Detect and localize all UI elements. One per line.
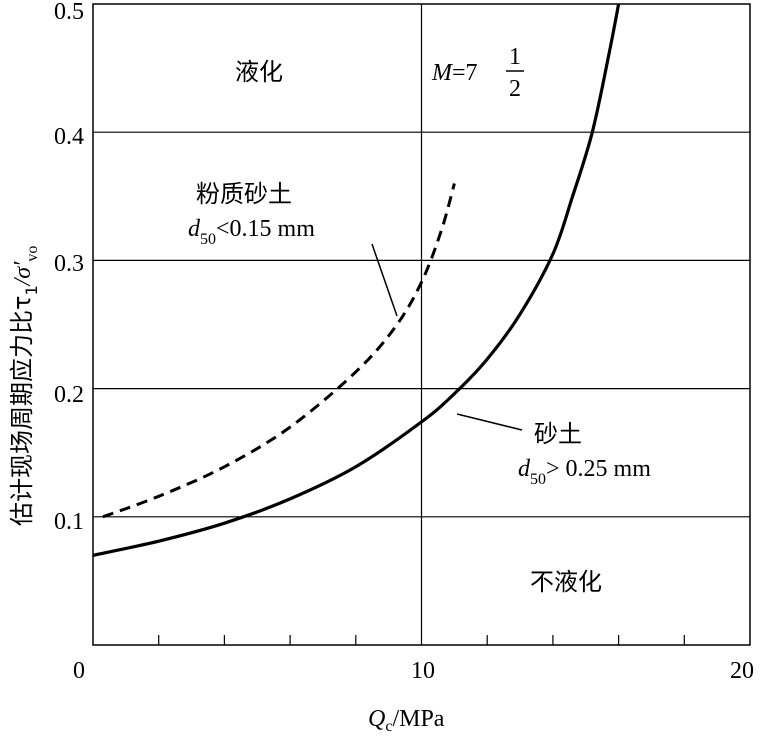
sand-curve: [92, 3, 621, 557]
x-tick-label: 20: [730, 658, 754, 684]
series-group: [92, 3, 621, 557]
plot-frame: [92, 3, 751, 646]
magnitude-symbol: M: [431, 60, 454, 86]
y-axis-title-main: 估计现场周期应力比τ: [8, 296, 36, 526]
y-tick-label: 0.4: [54, 124, 84, 150]
silty-sand-leader-line: [371, 243, 398, 317]
y-tick-label: 0.3: [54, 251, 84, 277]
y-axis-title: 估计现场周期应力比τ1/σ′vo: [8, 246, 41, 526]
sand-condition: d50> 0.25 mm: [518, 456, 651, 488]
silty-sand-condition: d50<0.15 mm: [188, 216, 315, 248]
svg-text:M=7: M=7: [431, 60, 478, 86]
silty-sand-subscript: 50: [200, 231, 216, 248]
y-tick-label: 0.5: [54, 0, 84, 25]
no-liquefaction-region-label: 不液化: [530, 568, 602, 596]
silty-sand-curve: [102, 183, 456, 519]
y-axis-title-slash: /σ′: [10, 261, 36, 288]
silty-sand-label: 粉质砂土: [196, 180, 292, 208]
silty-sand-threshold: <0.15 mm: [216, 216, 315, 242]
x-axis-title-main: Q: [368, 706, 385, 732]
y-tick-label: 0.2: [54, 382, 84, 408]
magnitude-value: =7: [452, 60, 478, 86]
axis-ticks: [158, 635, 685, 645]
magnitude-annotation: M=7 1 2: [431, 44, 524, 102]
sand-threshold: > 0.25 mm: [546, 456, 651, 482]
x-axis-title-unit: /MPa: [392, 706, 444, 732]
sand-subscript: 50: [530, 471, 546, 488]
liquefaction-region-label: 液化: [235, 58, 283, 86]
x-tick-label: 10: [411, 658, 435, 684]
x-axis-title-sub: c: [385, 718, 392, 735]
x-axis-title: Qc/MPa: [368, 706, 445, 735]
y-axis-title-sub1: 1: [22, 285, 41, 295]
sand-d: d: [518, 456, 531, 482]
grid: [93, 4, 750, 645]
sand-label: 砂土: [534, 420, 582, 448]
magnitude-numerator: 1: [509, 44, 521, 70]
magnitude-denominator: 2: [509, 76, 521, 102]
sand-leader-line: [456, 413, 523, 431]
silty-sand-d: d: [188, 216, 201, 242]
y-tick-label: 0.1: [54, 509, 84, 535]
x-tick-label: 0: [73, 658, 85, 684]
y-axis-title-sub2: vo: [24, 246, 41, 262]
